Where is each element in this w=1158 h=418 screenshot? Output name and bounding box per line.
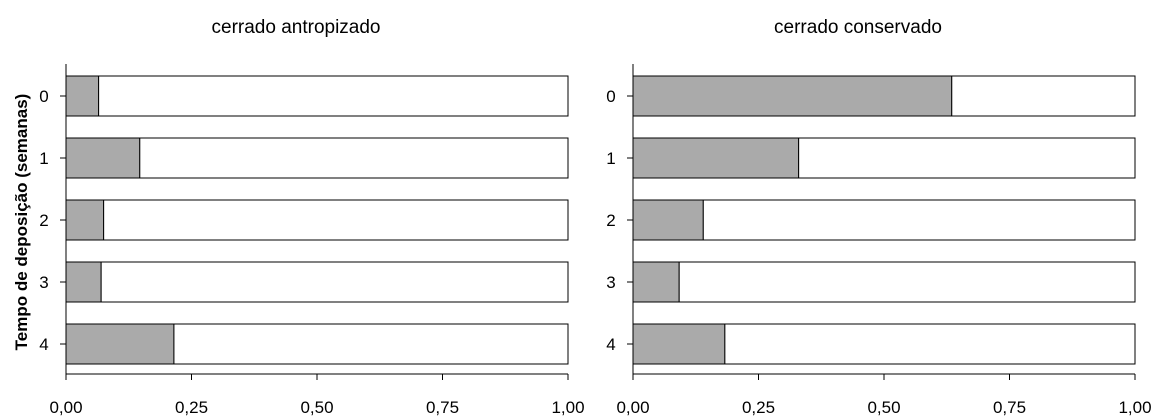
bar-segment-remainder <box>798 137 1136 179</box>
panel-cerrado-antropizado: cerrado antropizado 0 1 2 3 4 0,00 0,25 0,50 0,7… <box>39 17 584 417</box>
bar-segment-filled <box>65 137 141 179</box>
bar-segment-filled <box>65 75 100 117</box>
bar-segment-filled <box>65 199 105 241</box>
y-tick-label: 1 <box>39 149 48 168</box>
y-tick-label: 3 <box>39 273 48 292</box>
x-tick-label: 0,50 <box>300 398 333 417</box>
bar-segment-filled <box>632 261 680 303</box>
x-tick-label: 1,00 <box>1118 398 1151 417</box>
y-tick-label: 0 <box>39 87 48 106</box>
bar-segment-remainder <box>103 199 569 241</box>
bar-segment-remainder <box>951 75 1136 117</box>
bar-segment-filled <box>632 199 704 241</box>
bar-segment-remainder <box>139 137 569 179</box>
bar-segment-filled <box>65 261 102 303</box>
bar-segment-filled <box>632 323 726 365</box>
x-tick-label: 0,75 <box>993 398 1026 417</box>
panel-title: cerrado antropizado <box>212 17 381 38</box>
y-tick-label: 2 <box>39 211 48 230</box>
bar-segment-remainder <box>100 261 569 303</box>
bar-segment-remainder <box>702 199 1136 241</box>
bar-segment-remainder <box>724 323 1136 365</box>
bar-segment-remainder <box>98 75 569 117</box>
bar-segment-filled <box>632 137 800 179</box>
y-tick-label: 2 <box>606 211 615 230</box>
y-tick-label: 3 <box>606 273 615 292</box>
bar-segment-filled <box>632 75 953 117</box>
y-tick-label: 0 <box>606 87 615 106</box>
panel-title: cerrado conservado <box>774 17 942 38</box>
x-tick-label: 0,00 <box>49 398 82 417</box>
y-tick-label: 4 <box>39 335 48 354</box>
panel-cerrado-conservado: cerrado conservado 0 1 2 3 4 0,00 0,25 0,50 0,75… <box>606 17 1151 417</box>
x-tick-label: 0,25 <box>175 398 208 417</box>
y-tick-label: 1 <box>606 149 615 168</box>
x-tick-label: 0,25 <box>742 398 775 417</box>
y-tick-label: 4 <box>606 335 615 354</box>
y-axis-title: Tempo de deposição (semanas) <box>12 94 31 351</box>
x-tick-label: 0,75 <box>426 398 459 417</box>
x-tick-label: 0,00 <box>616 398 649 417</box>
bar-segment-filled <box>65 323 175 365</box>
bar-segment-remainder <box>173 323 569 365</box>
x-tick-label: 1,00 <box>551 398 584 417</box>
x-tick-label: 0,50 <box>867 398 900 417</box>
bar-segment-remainder <box>678 261 1136 303</box>
